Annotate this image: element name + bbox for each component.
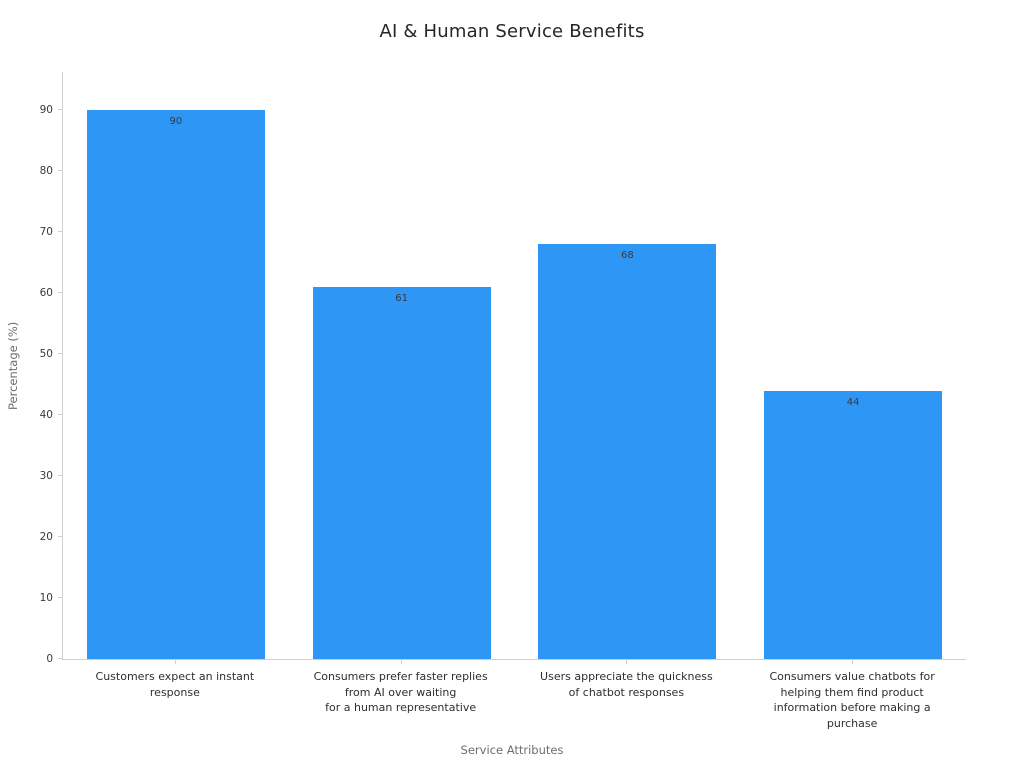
bar-value-label: 90 [169,116,183,127]
y-tick-label: 20 [39,531,53,543]
y-tick-label: 80 [39,165,53,177]
y-tick-label: 40 [39,409,53,421]
y-axis-label: Percentage (%) [6,321,20,410]
bar-value-label: 61 [395,292,408,304]
chart-title: AI & Human Service Benefits [379,21,645,42]
bar-band: 68 [515,72,741,659]
x-tick-label-1: Consumers prefer faster replies from AI … [288,660,514,716]
x-tick-label-3: Consumers value chatbots for helping the… [739,660,965,731]
plot-area: 0 10 20 30 40 50 60 70 80 90 90 61 68 44 [40,72,966,665]
bar-0: 90 [86,110,265,659]
y-tick-label: 10 [39,592,53,604]
bar-3: 44 [764,390,943,659]
bar-value-label: 68 [621,250,634,262]
bar-band: 44 [740,72,966,659]
x-tick-label-2: Users appreciate the quickness of chatbo… [514,660,740,700]
bar-band: 90 [63,72,289,659]
bar-2: 68 [538,244,717,659]
x-tick-label-0: Customers expect an instant response [62,660,288,700]
bar-series: 90 61 68 44 [63,72,966,659]
x-axis-label: Service Attributes [460,743,564,757]
bar-band: 61 [289,72,515,659]
bar-value-label: 44 [846,396,860,408]
y-tick-label: 60 [39,287,53,299]
x-axis-tick-labels: Customers expect an instant response Cons… [62,660,965,731]
bar-1: 61 [312,286,491,659]
y-tick-label: 70 [39,226,53,238]
y-tick-label: 90 [39,104,53,116]
y-tick-label: 50 [39,348,53,360]
y-tick-label: 30 [39,470,53,482]
y-tick-label: 0 [46,653,53,665]
